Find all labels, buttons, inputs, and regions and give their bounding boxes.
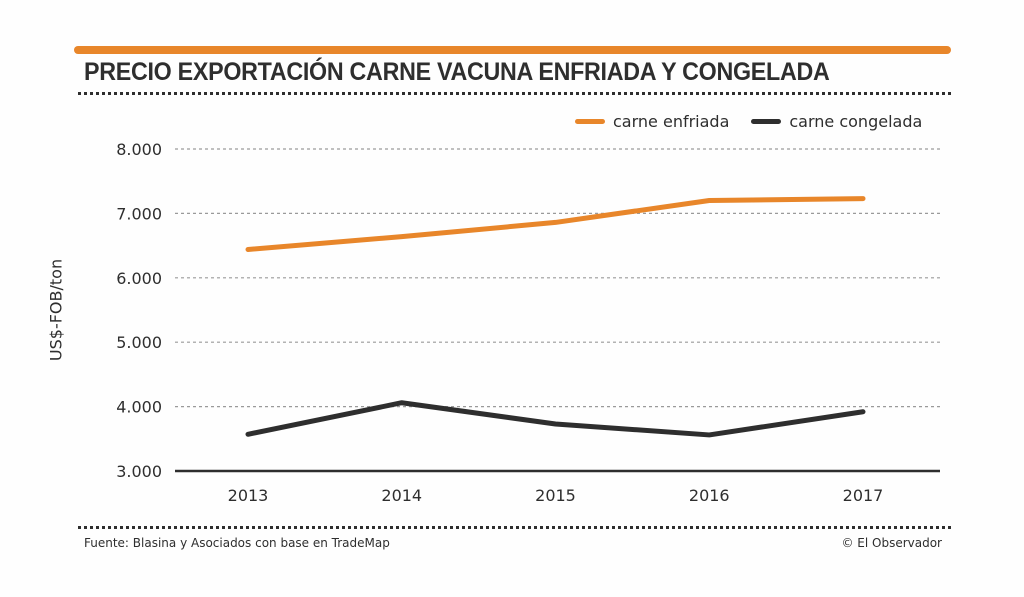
chart-title: PRECIO EXPORTACIÓN CARNE VACUNA ENFRIADA… [84,58,830,86]
legend-swatch-enfriada [575,119,605,124]
x-tick-label: 2017 [843,486,884,505]
x-tick-label: 2013 [228,486,269,505]
y-tick-label: 7.000 [116,204,162,223]
legend: carne enfriada carne congelada [575,112,944,131]
legend-item-enfriada: carne enfriada [575,112,729,131]
footer-divider [78,526,951,529]
copyright-credit: © El Observador [841,536,942,550]
x-tick-label: 2014 [381,486,422,505]
y-tick-label: 4.000 [116,398,162,417]
y-tick-label: 5.000 [116,333,162,352]
y-tick-label: 6.000 [116,269,162,288]
y-tick-label: 3.000 [116,462,162,481]
series-line-enfriada [245,196,866,252]
accent-bar [74,46,951,54]
source-note: Fuente: Blasina y Asociados con base en … [84,536,390,550]
y-tick-label: 8.000 [116,140,162,159]
x-tick-label: 2016 [689,486,730,505]
legend-label-enfriada: carne enfriada [613,112,730,131]
legend-swatch-congelada [751,119,782,124]
legend-item-congelada: carne congelada [751,112,922,131]
title-divider [78,92,951,95]
series-line-congelada [245,400,866,438]
x-tick-label: 2015 [535,486,576,505]
legend-label-congelada: carne congelada [789,112,923,131]
